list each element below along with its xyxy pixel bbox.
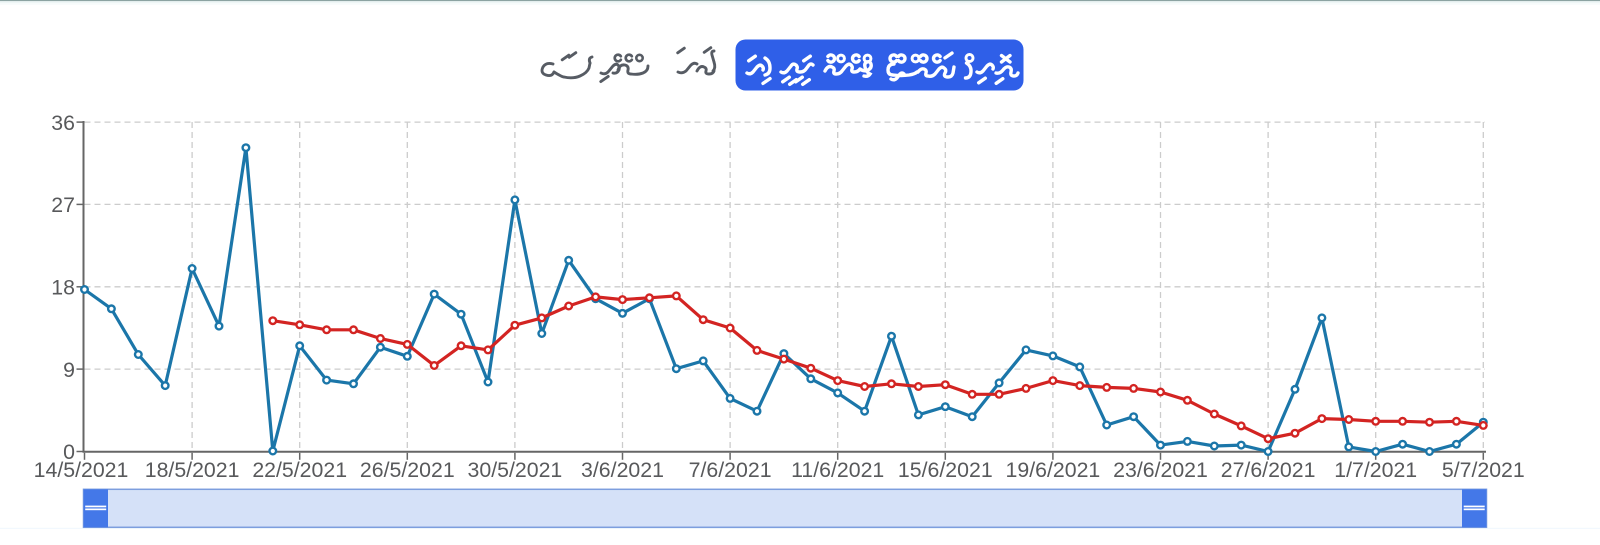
svg-text:30/5/2021: 30/5/2021	[468, 458, 563, 482]
svg-text:15/6/2021: 15/6/2021	[898, 458, 993, 482]
svg-text:27/6/2021: 27/6/2021	[1221, 458, 1316, 482]
svg-text:11/6/2021: 11/6/2021	[791, 458, 884, 482]
svg-text:18: 18	[51, 276, 75, 300]
svg-text:7/6/2021: 7/6/2021	[689, 458, 772, 482]
svg-text:14/5/2021: 14/5/2021	[34, 458, 129, 482]
svg-text:23/6/2021: 23/6/2021	[1113, 458, 1208, 482]
svg-text:22/5/2021: 22/5/2021	[252, 458, 347, 482]
svg-text:19/6/2021: 19/6/2021	[1006, 458, 1101, 482]
svg-text:0: 0	[63, 440, 75, 464]
svg-text:5/7/2021: 5/7/2021	[1442, 458, 1525, 482]
svg-text:9: 9	[63, 358, 75, 382]
svg-text:3/6/2021: 3/6/2021	[581, 458, 664, 482]
svg-text:27: 27	[51, 193, 75, 217]
svg-text:18/5/2021: 18/5/2021	[145, 458, 240, 482]
svg-text:1/7/2021: 1/7/2021	[1334, 458, 1417, 482]
svg-text:36: 36	[51, 111, 75, 135]
svg-text:26/5/2021: 26/5/2021	[360, 458, 455, 482]
